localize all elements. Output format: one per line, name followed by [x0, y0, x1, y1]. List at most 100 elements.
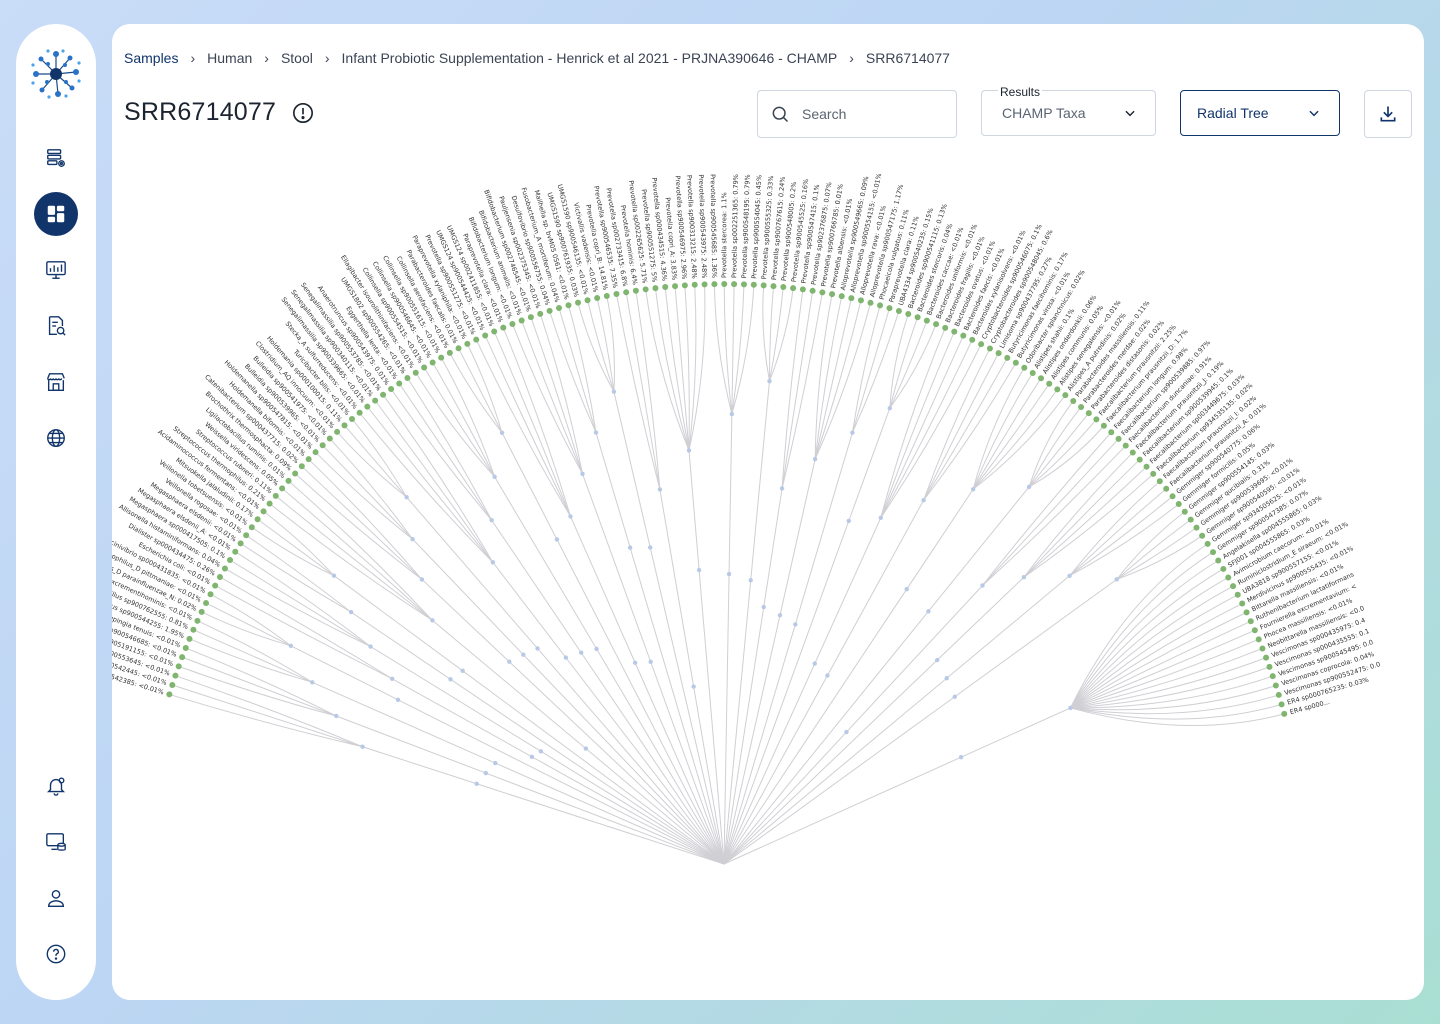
tree-internal-node[interactable]	[1068, 705, 1073, 711]
tree-leaf-node[interactable]	[986, 345, 993, 352]
tree-internal-node[interactable]	[492, 474, 497, 480]
tree-leaf-node[interactable]	[1122, 442, 1129, 449]
tree-internal-node[interactable]	[952, 694, 957, 699]
tree-leaf-node[interactable]	[260, 508, 267, 515]
tree-internal-node[interactable]	[593, 430, 599, 435]
tree-leaf-node[interactable]	[243, 532, 250, 539]
tree-leaf-node[interactable]	[356, 409, 363, 416]
tree-internal-node[interactable]	[410, 536, 415, 542]
tree-leaf-node[interactable]	[613, 291, 620, 298]
tree-internal-node[interactable]	[686, 448, 692, 453]
tree-leaf-node[interactable]	[464, 340, 471, 347]
tree-internal-node[interactable]	[844, 729, 849, 735]
tree-internal-node[interactable]	[389, 676, 395, 681]
tree-leaf-node[interactable]	[232, 548, 239, 555]
tree-leaf-node[interactable]	[349, 416, 356, 423]
tree-leaf-node[interactable]	[272, 492, 279, 499]
tree-internal-node[interactable]	[310, 680, 315, 685]
tree-leaf-node[interactable]	[681, 282, 688, 289]
search-input[interactable]	[800, 105, 944, 123]
tree-leaf-node[interactable]	[203, 600, 210, 607]
tree-leaf-node[interactable]	[326, 435, 333, 442]
tree-leaf-node[interactable]	[207, 591, 214, 598]
tree-leaf-node[interactable]	[1275, 691, 1282, 698]
nav-data-monitor[interactable]	[34, 820, 78, 864]
tree-internal-node[interactable]	[404, 495, 409, 500]
tree-leaf-node[interactable]	[819, 289, 826, 296]
tree-leaf-node[interactable]	[701, 281, 708, 288]
tree-leaf-node[interactable]	[923, 317, 930, 324]
tree-internal-node[interactable]	[490, 560, 496, 565]
tree-internal-node[interactable]	[348, 609, 354, 615]
tree-leaf-node[interactable]	[279, 485, 286, 492]
tree-leaf-node[interactable]	[1234, 591, 1241, 598]
tree-leaf-node[interactable]	[227, 557, 234, 564]
tree-leaf-node[interactable]	[166, 691, 173, 698]
tree-internal-node[interactable]	[812, 661, 817, 666]
tree-leaf-node[interactable]	[942, 324, 949, 331]
tree-leaf-node[interactable]	[857, 297, 864, 304]
tree-leaf-node[interactable]	[877, 302, 884, 309]
nav-analytics[interactable]	[34, 248, 78, 292]
tree-leaf-node[interactable]	[1150, 470, 1157, 477]
tree-leaf-node[interactable]	[446, 349, 453, 356]
tree-leaf-node[interactable]	[721, 281, 728, 288]
tree-leaf-node[interactable]	[1243, 609, 1250, 616]
breadcrumb-stool[interactable]: Stool	[280, 50, 313, 66]
tree-internal-node[interactable]	[777, 613, 783, 618]
tree-internal-node[interactable]	[288, 643, 294, 649]
tree-leaf-node[interactable]	[1220, 565, 1227, 572]
tree-leaf-node[interactable]	[1156, 478, 1163, 485]
tree-leaf-node[interactable]	[1129, 449, 1136, 456]
tree-internal-node[interactable]	[529, 754, 535, 759]
tree-internal-node[interactable]	[648, 659, 653, 665]
tree-internal-node[interactable]	[579, 650, 584, 655]
tree-leaf-node[interactable]	[1012, 359, 1019, 366]
tree-leaf-node[interactable]	[1062, 392, 1069, 399]
tree-leaf-label[interactable]: Prevotella sp900545685: 1.36%	[709, 174, 719, 278]
tree-internal-node[interactable]	[554, 537, 560, 542]
nav-help[interactable]	[34, 932, 78, 976]
tree-leaf-node[interactable]	[172, 672, 179, 679]
tree-internal-node[interactable]	[594, 646, 599, 652]
tree-internal-node[interactable]	[483, 770, 488, 776]
breadcrumb-human[interactable]: Human	[207, 50, 253, 66]
tree-internal-node[interactable]	[368, 644, 373, 649]
tree-internal-node[interactable]	[904, 586, 909, 592]
tree-leaf-node[interactable]	[1272, 682, 1279, 689]
tree-internal-node[interactable]	[583, 746, 589, 751]
tree-leaf-node[interactable]	[632, 287, 639, 294]
tree-leaf-node[interactable]	[1269, 673, 1276, 680]
tree-leaf-node[interactable]	[212, 582, 219, 589]
tree-leaf-node[interactable]	[1070, 397, 1077, 404]
tree-internal-node[interactable]	[887, 406, 892, 411]
tree-leaf-node[interactable]	[711, 281, 718, 288]
tree-leaf-node[interactable]	[594, 295, 601, 302]
tree-leaf-node[interactable]	[951, 328, 958, 335]
tree-internal-node[interactable]	[926, 609, 931, 614]
tree-internal-node[interactable]	[474, 781, 479, 786]
breadcrumb-study[interactable]: Infant Probiotic Supplementation - Henri…	[341, 50, 838, 66]
tree-leaf-node[interactable]	[886, 305, 893, 312]
tree-internal-node[interactable]	[1067, 573, 1072, 578]
tree-leaf-node[interactable]	[182, 644, 189, 651]
tree-internal-node[interactable]	[748, 578, 753, 583]
tree-leaf-node[interactable]	[1038, 375, 1045, 382]
tree-leaf-node[interactable]	[1281, 710, 1288, 717]
tree-leaf-node[interactable]	[334, 428, 341, 435]
tree-leaf-node[interactable]	[662, 283, 669, 290]
tree-internal-node[interactable]	[460, 668, 465, 674]
tree-internal-node[interactable]	[696, 567, 702, 573]
info-icon[interactable]	[292, 102, 314, 124]
radial-tree-canvas[interactable]: Ventricola sp900542385: <0.01%Ventricola…	[112, 174, 1424, 894]
tree-internal-node[interactable]	[944, 676, 949, 681]
tree-leaf-node[interactable]	[809, 287, 816, 294]
tree-internal-node[interactable]	[419, 577, 425, 582]
tree-leaf-node[interactable]	[642, 286, 649, 293]
tree-internal-node[interactable]	[793, 622, 798, 627]
tree-leaf-node[interactable]	[455, 345, 462, 352]
tree-leaf-node[interactable]	[1239, 600, 1246, 607]
tree-leaf-node[interactable]	[750, 281, 757, 288]
tree-internal-node[interactable]	[568, 514, 573, 519]
tree-internal-node[interactable]	[580, 471, 585, 477]
